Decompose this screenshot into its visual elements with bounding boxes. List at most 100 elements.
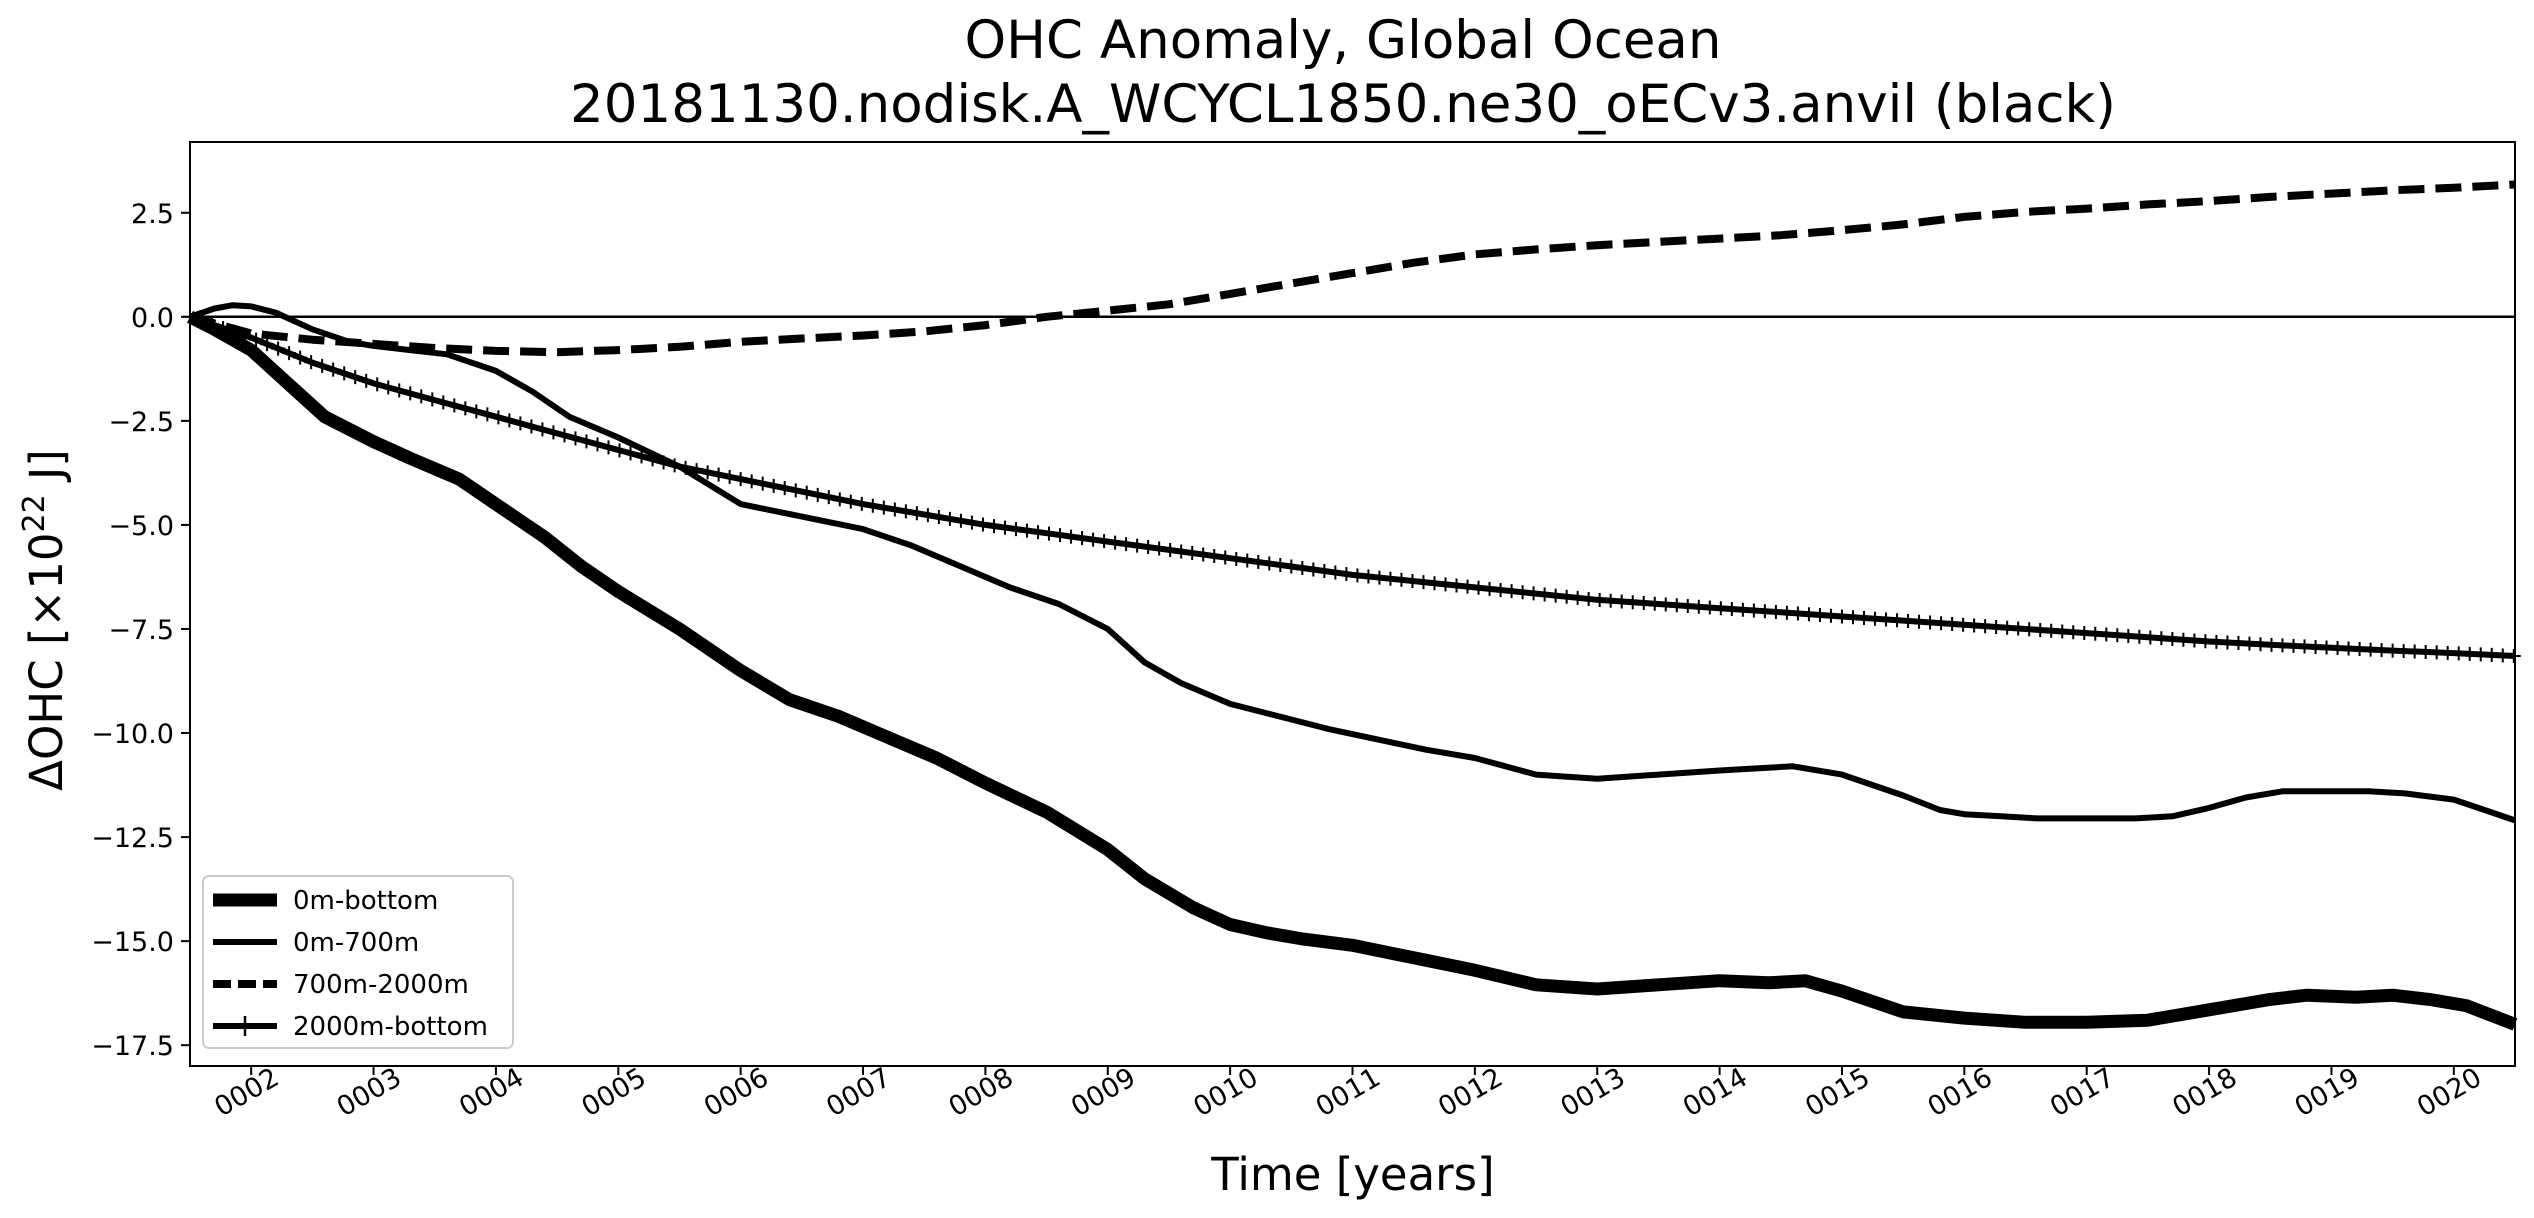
x-tick-label: 0019: [2290, 1062, 2365, 1123]
y-axis-label-exponent: 22: [17, 494, 52, 532]
marker-point: [854, 496, 869, 511]
marker-point: [1273, 558, 1288, 573]
legend-label-2000m-bottom: 2000m-bottom: [293, 1012, 488, 1042]
marker-point: [1559, 589, 1574, 604]
x-tick-label: 0002: [209, 1062, 284, 1123]
x-tick-label: 0004: [454, 1062, 529, 1123]
marker-point: [1020, 523, 1034, 538]
marker-point: [601, 440, 616, 455]
marker-point: [755, 476, 770, 491]
marker-point: [1295, 561, 1310, 576]
marker-point: [1064, 529, 1079, 544]
marker-point: [1438, 577, 1453, 592]
x-tick-label: 0010: [1188, 1062, 1263, 1123]
marker-point: [1306, 562, 1321, 577]
marker-point: [700, 465, 715, 480]
marker-point: [1097, 534, 1112, 549]
marker-point: [1008, 522, 1023, 537]
y-tick-label: −17.5: [91, 1031, 174, 1062]
legend-frame: [202, 875, 514, 1049]
x-tick-label: 0008: [944, 1062, 1019, 1123]
marker-point: [293, 350, 308, 365]
x-tick-label: 0007: [821, 1062, 896, 1123]
marker-point: [953, 513, 968, 528]
marker-point: [810, 487, 825, 502]
marker-point: [425, 392, 440, 407]
marker-point: [1075, 531, 1090, 546]
marker-point: [370, 377, 385, 392]
marker-point: [1471, 580, 1486, 595]
marker-point: [205, 317, 220, 332]
marker-point: [436, 395, 451, 410]
marker-point: [799, 485, 814, 500]
marker-point: [1460, 579, 1475, 594]
x-tick-label: 0003: [332, 1062, 407, 1123]
marker-point: [1185, 546, 1200, 561]
marker-point: [1581, 591, 1596, 606]
marker-point: [1229, 552, 1244, 567]
marker-point: [1493, 582, 1508, 597]
series-markers-2000m-bottom: [183, 309, 2521, 663]
marker-point: [348, 370, 363, 385]
marker-point: [1207, 549, 1222, 564]
y-tick-label: −5.0: [108, 511, 174, 542]
marker-point: [876, 500, 891, 515]
marker-point: [1262, 556, 1277, 571]
y-tick-label: −10.0: [91, 719, 174, 750]
y-axis-label-unit: J]: [20, 449, 73, 494]
marker-point: [777, 481, 792, 496]
marker-point: [942, 511, 957, 526]
marker-point: [590, 437, 605, 452]
marker-point: [304, 355, 319, 370]
x-tick-label: 0017: [2045, 1062, 2120, 1123]
marker-point: [480, 407, 495, 422]
marker-point: [491, 410, 506, 425]
marker-point: [1240, 553, 1255, 568]
y-axis-label-main: ΔOHC [×10: [20, 533, 73, 791]
legend-label-0m-700m: 0m-700m: [293, 928, 419, 958]
marker-point: [1427, 576, 1442, 591]
x-tick-label: 0020: [2412, 1062, 2487, 1123]
marker-point: [1482, 581, 1497, 596]
series-line-2000m-bottom: [189, 313, 2516, 659]
x-tick-label: 0016: [1923, 1062, 1998, 1123]
marker-point: [458, 401, 473, 416]
x-tick-label: 0013: [1555, 1062, 1630, 1123]
marker-point: [1130, 538, 1145, 553]
legend-label-700m-2000m: 700m-2000m: [293, 970, 469, 1000]
marker-point: [1394, 572, 1409, 587]
marker-point: [887, 502, 902, 517]
marker-point: [832, 492, 847, 507]
marker-point: [975, 517, 990, 532]
marker-point: [986, 519, 1001, 534]
marker-point: [1108, 535, 1123, 550]
marker-point: [667, 458, 682, 473]
marker-point: [1218, 550, 1233, 565]
marker-point: [689, 463, 704, 478]
marker-point: [1086, 532, 1101, 547]
marker-point: [843, 494, 858, 509]
y-tick-label: 2.5: [131, 199, 174, 230]
marker-point: [1152, 541, 1167, 556]
marker-point: [227, 324, 242, 339]
marker-point: [1548, 588, 1563, 603]
marker-point: [249, 332, 264, 347]
marker-point: [722, 469, 737, 484]
x-tick-label: 0006: [699, 1062, 774, 1123]
marker-point: [381, 380, 396, 395]
marker-point: [612, 443, 627, 458]
marker-point: [447, 398, 462, 413]
x-tick-label: 0009: [1066, 1062, 1141, 1123]
marker-point: [1251, 555, 1266, 570]
marker-point: [865, 498, 880, 513]
marker-point: [1372, 570, 1387, 585]
marker-point: [997, 520, 1012, 535]
plot-area-frame: [189, 141, 2516, 1067]
marker-point: [1504, 584, 1519, 599]
marker-point: [634, 449, 649, 464]
marker-point: [469, 404, 484, 419]
marker-point: [1515, 585, 1530, 600]
marker-point: [282, 346, 297, 361]
marker-point: [557, 428, 572, 443]
